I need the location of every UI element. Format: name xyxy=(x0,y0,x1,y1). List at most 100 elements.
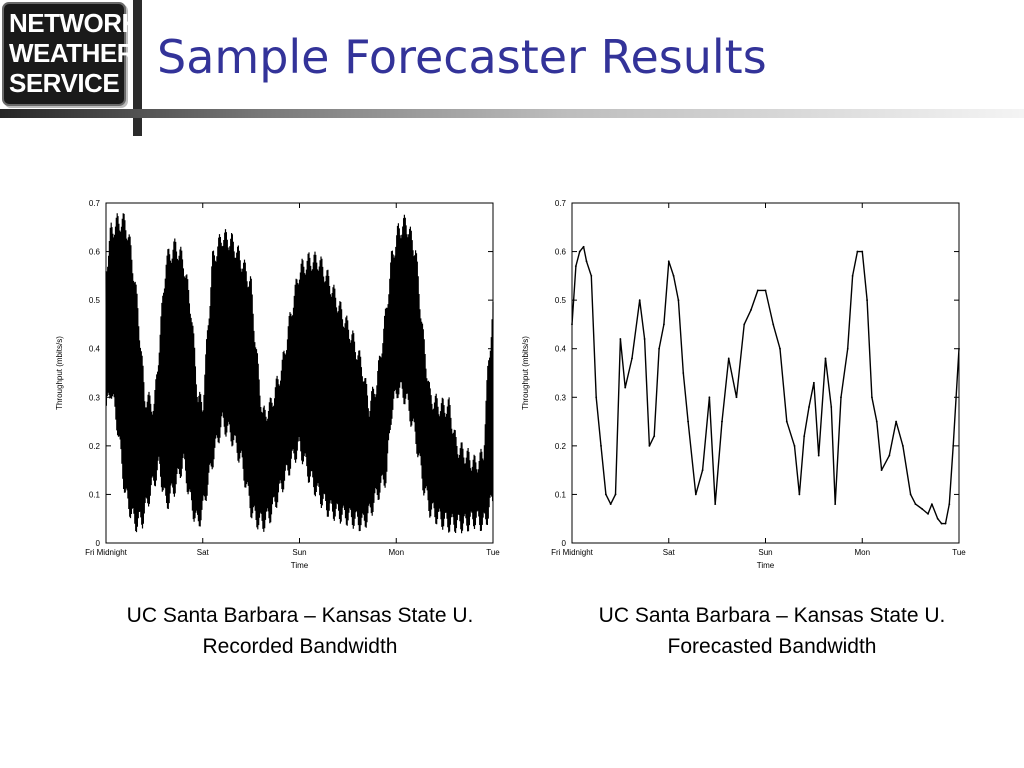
data-point xyxy=(595,396,598,399)
x-tick-label: Sun xyxy=(292,548,306,557)
title-horizontal-rule xyxy=(0,109,1024,118)
x-tick-label: Mon xyxy=(854,548,870,557)
data-point xyxy=(921,508,924,510)
data-point xyxy=(909,493,912,496)
data-point xyxy=(958,347,960,350)
data-point xyxy=(785,420,788,423)
y-axis-label: Throughput (mbits/s) xyxy=(55,336,64,410)
y-tick-label: 0.3 xyxy=(89,393,101,402)
series-line xyxy=(571,246,960,525)
data-point xyxy=(604,493,607,496)
recorded-bandwidth-plot: 0 0.1 0.2 0.3 0.4 0.5 0.6 0.7 Fri Midnight Sat Sun… xyxy=(55,199,500,570)
data-point xyxy=(880,469,883,472)
y-tick-label: 0.4 xyxy=(555,345,567,354)
data-point xyxy=(574,265,577,268)
data-point xyxy=(677,299,680,302)
data-point xyxy=(714,503,717,506)
forecasted-caption: UC Santa Barbara – Kansas State U. Forec… xyxy=(552,600,992,662)
data-point xyxy=(648,444,651,447)
data-point xyxy=(578,250,581,253)
data-point xyxy=(571,323,573,326)
data-point xyxy=(817,454,820,457)
y-tick-label: 0 xyxy=(562,539,567,548)
data-point xyxy=(888,454,891,457)
title-vertical-rule xyxy=(133,0,142,136)
recorded-caption: UC Santa Barbara – Kansas State U. Recor… xyxy=(80,600,520,662)
data-point xyxy=(585,260,588,263)
data-point xyxy=(750,308,752,311)
data-point xyxy=(743,323,746,326)
forecasted-bandwidth-plot: 0 0.1 0.2 0.3 0.4 0.5 0.6 0.7 Fri Midnight Sat Sun… xyxy=(521,199,966,570)
data-point xyxy=(914,503,917,506)
x-tick-label: Sun xyxy=(758,548,772,557)
y-axis-label: Throughput (mbits/s) xyxy=(521,336,530,410)
data-point xyxy=(609,503,612,506)
data-point xyxy=(643,338,646,340)
y-tick-label: 0 xyxy=(96,539,101,548)
data-point xyxy=(631,357,633,360)
data-point xyxy=(824,357,827,360)
data-point xyxy=(721,420,723,423)
y-tick-label: 0.5 xyxy=(555,296,567,305)
y-tick-label: 0.2 xyxy=(89,442,101,451)
slide-title: Sample Forecaster Results xyxy=(157,30,767,84)
data-point xyxy=(812,381,815,384)
data-point xyxy=(672,274,675,277)
data-point xyxy=(653,435,656,438)
data-point xyxy=(582,245,585,248)
plot-frame xyxy=(571,202,960,544)
data-point xyxy=(952,444,955,447)
data-point xyxy=(667,260,670,263)
data-point xyxy=(600,444,602,447)
y-tick-label: 0.1 xyxy=(89,490,101,499)
forecasted-caption-line-1: UC Santa Barbara – Kansas State U. xyxy=(598,604,946,627)
data-point xyxy=(756,289,759,292)
data-point xyxy=(687,420,689,423)
data-point xyxy=(895,420,898,423)
x-axis-label: Time xyxy=(291,561,309,570)
data-point xyxy=(798,493,801,496)
data-point xyxy=(708,396,711,399)
data-point xyxy=(624,386,627,389)
data-point xyxy=(619,338,622,340)
data-point xyxy=(931,503,933,506)
y-tick-label: 0.6 xyxy=(89,248,101,257)
data-point xyxy=(944,522,947,525)
data-point xyxy=(764,289,767,292)
data-point xyxy=(846,347,849,350)
y-tick-label: 0.1 xyxy=(555,490,567,499)
recorded-caption-line-2: Recorded Bandwidth xyxy=(202,635,398,658)
y-tick-label: 0.5 xyxy=(89,296,101,305)
data-point xyxy=(940,522,943,525)
y-tick-label: 0.3 xyxy=(555,393,567,402)
data-point xyxy=(948,503,951,506)
data-point xyxy=(779,347,781,350)
x-tick-label: Tue xyxy=(486,548,500,557)
x-tick-label: Mon xyxy=(388,548,404,557)
data-point xyxy=(808,406,810,408)
data-point xyxy=(694,493,697,496)
data-point xyxy=(840,396,842,399)
data-point xyxy=(901,444,904,447)
data-point xyxy=(861,250,864,253)
y-tick-label: 0.7 xyxy=(555,199,567,208)
data-point xyxy=(590,274,593,277)
data-point xyxy=(936,517,939,520)
data-point xyxy=(793,444,796,447)
data-point xyxy=(851,274,854,277)
data-point xyxy=(803,435,806,438)
data-point xyxy=(834,503,837,506)
data-point xyxy=(856,250,859,253)
y-tick-label: 0.4 xyxy=(89,345,101,354)
data-point xyxy=(701,469,704,472)
data-point xyxy=(871,396,873,399)
data-point xyxy=(682,372,685,374)
series-line xyxy=(105,213,494,534)
data-point xyxy=(927,512,929,515)
x-tick-label: Sat xyxy=(663,548,676,557)
x-tick-label: Tue xyxy=(952,548,966,557)
forecasted-caption-line-2: Forecasted Bandwidth xyxy=(667,635,877,658)
data-point xyxy=(614,493,617,496)
x-tick-label: Fri Midnight xyxy=(85,548,128,557)
x-axis-label: Time xyxy=(757,561,775,570)
